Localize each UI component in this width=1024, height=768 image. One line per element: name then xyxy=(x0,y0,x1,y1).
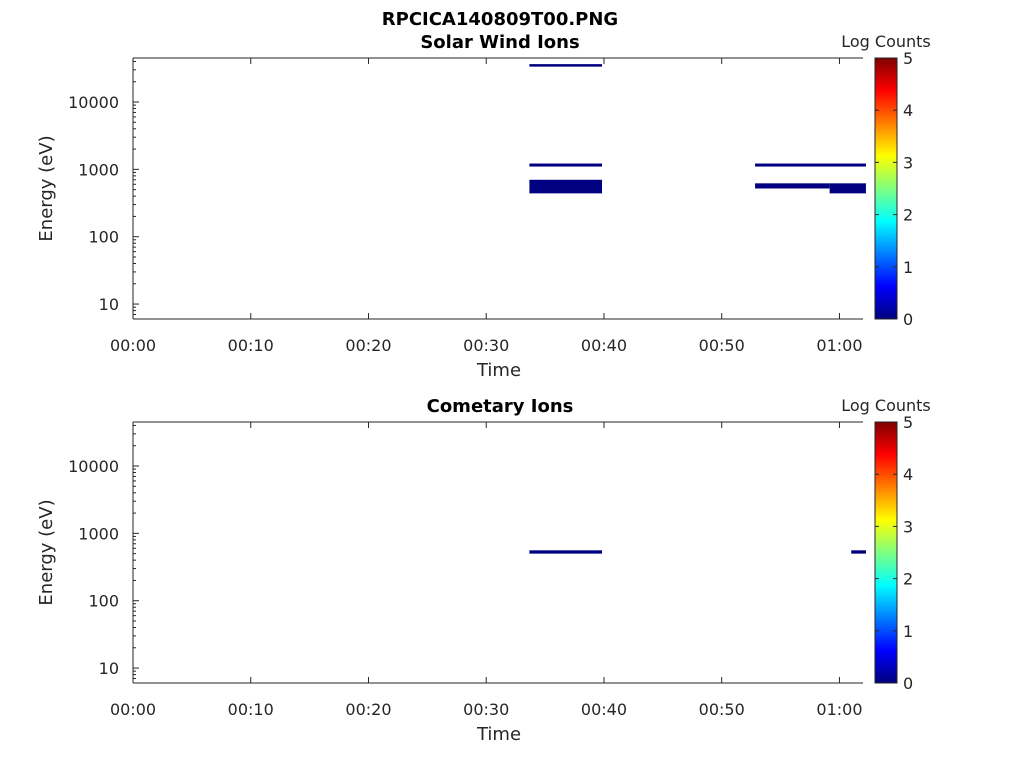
y-tick-label: 10 xyxy=(99,295,119,314)
y-axis-label: Energy (eV) xyxy=(36,499,57,605)
colorbar-tick-label: 3 xyxy=(903,517,913,536)
y-axis-label: Energy (eV) xyxy=(36,135,57,241)
colorbar-tick-label: 3 xyxy=(903,153,913,172)
x-tick-label: 00:00 xyxy=(110,700,156,719)
data-segment xyxy=(529,163,603,167)
y-tick-label: 10000 xyxy=(68,93,119,112)
panel-title: Solar Wind Ions xyxy=(420,32,579,53)
colorbar-tick-label: 2 xyxy=(903,570,913,589)
x-tick-label: 00:00 xyxy=(110,336,156,355)
colorbar-tick-label: 0 xyxy=(903,310,913,329)
y-tick-label: 1000 xyxy=(78,524,119,543)
data-segment xyxy=(755,163,866,167)
data-segment xyxy=(529,550,603,554)
data-segment xyxy=(529,179,603,194)
x-tick-label: 00:10 xyxy=(228,336,274,355)
x-tick-label: 00:40 xyxy=(581,336,627,355)
y-tick-label: 10 xyxy=(99,659,119,678)
colorbar xyxy=(874,421,898,684)
x-tick-label: 00:10 xyxy=(228,700,274,719)
x-tick-label: 00:20 xyxy=(345,700,391,719)
colorbar-label: Log Counts xyxy=(841,396,931,415)
panel-solar-wind-ions: Solar Wind Ions 00:00 00:10 00:20 00:30 00:40… xyxy=(36,32,931,381)
colorbar-tick-label: 2 xyxy=(903,206,913,225)
data-segment xyxy=(529,64,603,67)
colorbar-tick-label: 1 xyxy=(903,258,913,277)
data-segment xyxy=(851,550,866,554)
colorbar-tick-label: 5 xyxy=(903,49,913,68)
y-tick-label: 100 xyxy=(88,592,119,611)
y-tick-label: 100 xyxy=(88,228,119,247)
y-tick-label: 10000 xyxy=(68,457,119,476)
x-axis-label: Time xyxy=(476,724,521,745)
colorbar-tick-label: 1 xyxy=(903,622,913,641)
data-segment xyxy=(755,183,830,189)
colorbar-label: Log Counts xyxy=(841,32,931,51)
figure-title: RPCICA140809T00.PNG xyxy=(382,9,618,30)
colorbar-tick-label: 0 xyxy=(903,674,913,693)
colorbar-tick-label: 4 xyxy=(903,465,913,484)
x-tick-label: 00:20 xyxy=(345,336,391,355)
data-segment xyxy=(829,183,866,194)
colorbar-tick-label: 4 xyxy=(903,101,913,120)
x-tick-label: 01:00 xyxy=(816,336,862,355)
x-tick-label: 00:30 xyxy=(463,336,509,355)
x-tick-label: 00:50 xyxy=(699,336,745,355)
panel-title: Cometary Ions xyxy=(427,396,574,417)
x-axis-label: Time xyxy=(476,360,521,381)
colorbar xyxy=(874,57,898,320)
x-tick-label: 00:50 xyxy=(699,700,745,719)
x-tick-label: 00:30 xyxy=(463,700,509,719)
x-tick-label: 00:40 xyxy=(581,700,627,719)
colorbar-tick-label: 5 xyxy=(903,413,913,432)
x-tick-label: 01:00 xyxy=(816,700,862,719)
y-tick-label: 1000 xyxy=(78,160,119,179)
